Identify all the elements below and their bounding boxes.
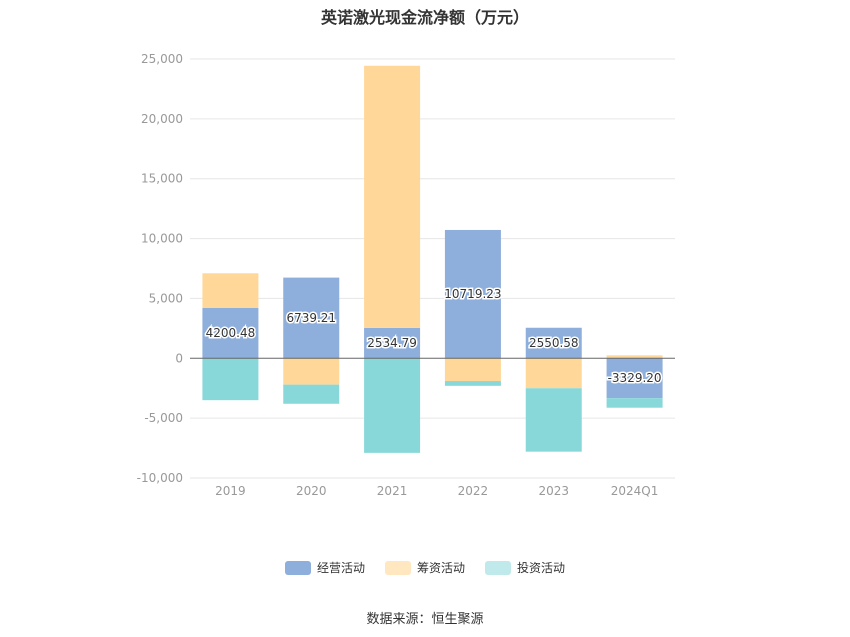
legend-label-operating: 经营活动	[316, 561, 365, 575]
bar-financing	[444, 358, 501, 382]
bar-investing	[364, 358, 421, 453]
legend-swatch-financing	[384, 560, 411, 575]
chart-title: 英诺激光现金流净额（万元）	[320, 8, 529, 27]
bar-investing	[444, 381, 501, 386]
legend-label-financing: 筹资活动	[416, 561, 465, 575]
bar-investing	[606, 398, 663, 408]
x-tick-label: 2019	[215, 484, 246, 498]
bar-operating	[606, 358, 663, 399]
bar-financing	[283, 358, 340, 385]
chart-legend: 经营活动 筹资活动 投资活动	[0, 559, 850, 576]
y-tick-label: 25,000	[141, 52, 183, 66]
data-source: 数据来源：恒生聚源	[366, 612, 484, 627]
data-label: 4200.48	[206, 326, 256, 340]
x-tick-label: 2022	[458, 484, 489, 498]
bar-investing	[283, 384, 340, 404]
bar-operating	[202, 307, 259, 359]
y-tick-label: 0	[175, 351, 183, 365]
legend-item-operating[interactable]: 经营活动	[284, 559, 365, 576]
legend-item-financing[interactable]: 筹资活动	[384, 559, 465, 576]
y-tick-label: 15,000	[141, 172, 183, 186]
y-tick-label: 5,000	[149, 291, 183, 305]
bar-financing	[606, 355, 663, 359]
x-tick-label: 2023	[538, 484, 569, 498]
legend-swatch-investing	[485, 560, 511, 575]
data-label: 2534.79	[367, 336, 417, 350]
bar-operating	[444, 229, 501, 359]
bar-investing	[202, 358, 259, 401]
x-tick-label: 2024Q1	[611, 484, 659, 498]
bar-investing	[525, 388, 582, 452]
data-label: -3329.20	[608, 371, 662, 385]
y-tick-label: -5,000	[144, 411, 183, 425]
y-tick-label: 20,000	[141, 112, 183, 126]
legend-label-investing: 投资活动	[517, 561, 566, 575]
y-tick-label: 10,000	[141, 232, 183, 246]
x-tick-label: 2021	[377, 484, 408, 498]
data-label: 10719.23	[444, 287, 501, 301]
legend-swatch-operating	[284, 560, 311, 575]
bar-financing	[525, 358, 582, 389]
data-label: 2550.58	[529, 336, 579, 350]
bar-operating	[283, 277, 340, 359]
bar-operating	[364, 327, 421, 359]
data-label: 6739.21	[286, 311, 336, 325]
y-tick-label: -10,000	[137, 471, 183, 485]
bar-financing	[364, 65, 421, 328]
bar-financing	[202, 273, 259, 308]
legend-item-investing[interactable]: 投资活动	[485, 559, 565, 576]
bar-operating	[525, 327, 582, 359]
x-tick-label: 2020	[296, 484, 327, 498]
